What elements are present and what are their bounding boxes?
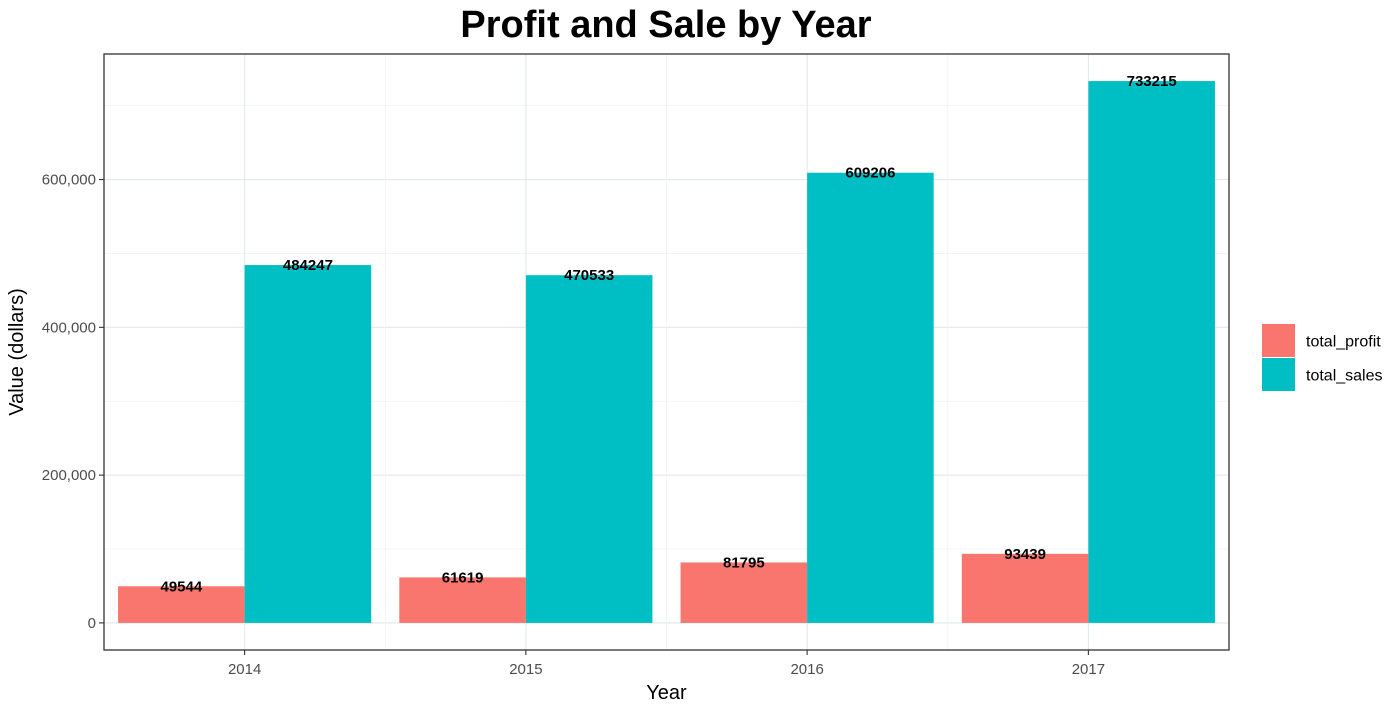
- legend-label-total_profit: total_profit: [1306, 334, 1381, 351]
- data-label-total_profit-2016: 81795: [723, 554, 765, 571]
- bar-total_profit-2014: [118, 586, 245, 623]
- x-axis-title: Year: [646, 682, 687, 704]
- legend-label-total_sales: total_sales: [1306, 368, 1383, 385]
- bar-total_profit-2015: [399, 577, 526, 623]
- x-tick-label: 2016: [790, 661, 823, 678]
- y-tick-label: 0: [88, 615, 96, 632]
- data-label-total_profit-2015: 61619: [442, 569, 484, 586]
- data-label-total_profit-2017: 93439: [1004, 546, 1046, 563]
- y-tick-label: 400,000: [42, 319, 96, 336]
- legend-key-total_sales: [1262, 358, 1295, 391]
- bar-total_sales-2016: [807, 172, 934, 623]
- plot-panel: [103, 53, 1230, 651]
- data-label-total_sales-2015: 470533: [564, 267, 614, 284]
- bars: [118, 81, 1215, 623]
- bar-total_sales-2017: [1088, 81, 1215, 623]
- chart-title: Profit and Sale by Year: [460, 4, 871, 46]
- bar-total_sales-2015: [525, 275, 653, 623]
- data-label-total_sales-2017: 733215: [1127, 73, 1177, 90]
- bar-total_profit-2017: [961, 553, 1089, 623]
- data-label-total_sales-2016: 609206: [845, 165, 895, 182]
- bar-total_profit-2016: [680, 562, 808, 623]
- y-axis-title: Value (dollars): [6, 288, 28, 415]
- x-tick-label: 2015: [509, 661, 542, 678]
- y-tick-label: 200,000: [42, 467, 96, 484]
- data-label-total_profit-2014: 49544: [160, 578, 202, 595]
- data-labels: 49544 61619 81795 93439 484247 470533 609206 73…: [160, 73, 1176, 595]
- data-label-total_sales-2014: 484247: [283, 257, 333, 274]
- axes: 0 200,000 400,000 600,000 2014 2015 2016 2017: [42, 172, 1105, 678]
- x-tick-label: 2014: [228, 661, 261, 678]
- y-tick-label: 600,000: [42, 172, 96, 189]
- legend: total_profit total_sales: [1262, 324, 1383, 391]
- bar-total_sales-2014: [244, 265, 372, 623]
- legend-key-total_profit: [1262, 324, 1295, 357]
- x-tick-label: 2017: [1072, 661, 1105, 678]
